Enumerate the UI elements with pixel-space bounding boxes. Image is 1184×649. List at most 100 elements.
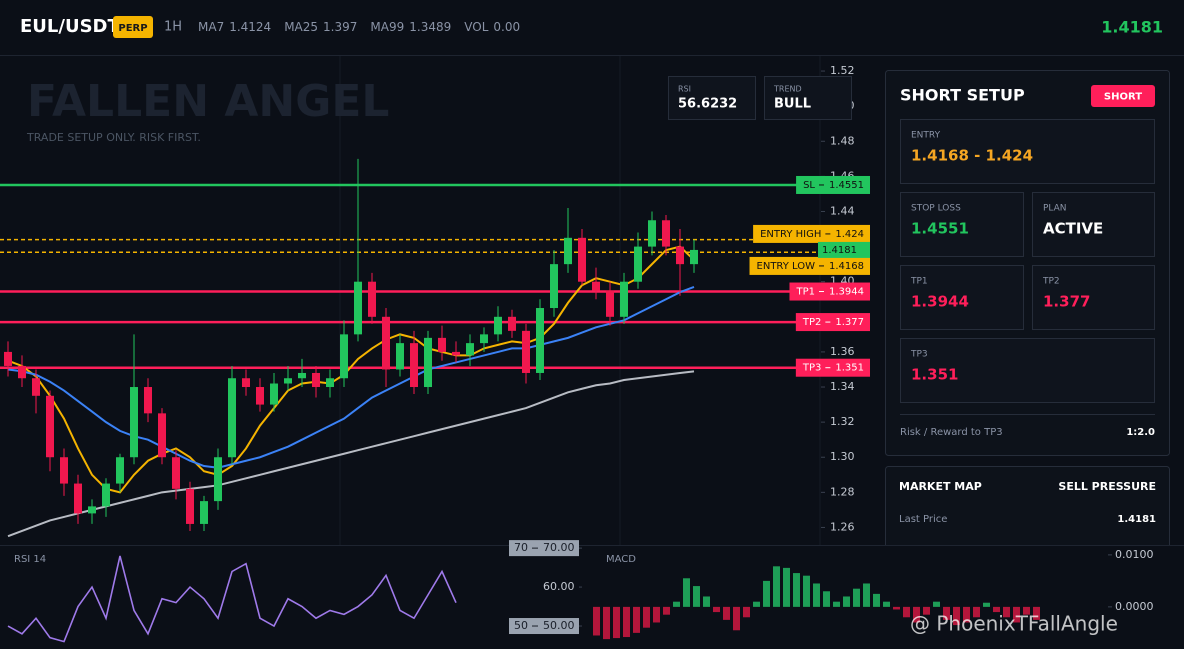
candle-body xyxy=(214,457,222,502)
macd-bar xyxy=(833,601,840,607)
macd-bar xyxy=(863,583,870,607)
candle-body xyxy=(550,264,558,309)
level-value: 1.351 xyxy=(835,363,864,374)
candle-body xyxy=(186,488,194,524)
candle-body xyxy=(382,316,390,370)
macd-bar xyxy=(823,591,830,607)
macd-bar xyxy=(1013,606,1020,623)
card-label: STOP LOSS xyxy=(911,204,961,214)
candle-body xyxy=(662,220,670,247)
badge: PERP xyxy=(118,23,147,34)
candle-body xyxy=(116,457,124,484)
candle-body xyxy=(130,387,138,458)
level-name: ENTRY HIGH xyxy=(760,229,821,240)
candle-body xyxy=(102,483,110,507)
card-label: TP3 xyxy=(910,350,928,360)
card-value: 1.4168 - 1.424 xyxy=(911,147,1033,165)
level-value: 1.3944 xyxy=(829,287,864,298)
indicator: VOL 0.00 xyxy=(464,20,520,34)
macd-bar xyxy=(613,606,620,639)
rr-value: 1:2.0 xyxy=(1126,427,1155,438)
rsi-title: RSI 14 xyxy=(14,554,46,565)
level-name: SL xyxy=(803,180,815,191)
macd-bar xyxy=(853,588,860,607)
macd-bar xyxy=(1023,606,1030,615)
y-tick-label: 0.0000 xyxy=(1115,600,1154,613)
candle-body xyxy=(466,343,474,356)
sl-card xyxy=(900,192,1024,257)
candle-body xyxy=(410,343,418,388)
y-tick-label: 1.52 xyxy=(830,64,855,77)
candle-body xyxy=(494,316,502,335)
level-name: ENTRY LOW xyxy=(757,261,816,272)
card-label: PLAN xyxy=(1043,204,1067,214)
y-tick-label: 0.0100 xyxy=(1115,548,1154,561)
macd-bar xyxy=(713,606,720,613)
y-tick-label: 1.48 xyxy=(830,134,855,147)
macd-bar xyxy=(663,606,670,615)
candle-body xyxy=(424,337,432,388)
candle-body xyxy=(606,290,614,317)
macd-bar xyxy=(623,606,630,638)
level-box xyxy=(509,618,579,635)
interval: 1H xyxy=(164,20,182,35)
macd-bar xyxy=(963,606,970,623)
macd-bar xyxy=(793,573,800,607)
candle-body xyxy=(228,378,236,458)
card-label: TP2 xyxy=(1042,277,1060,287)
macd-bar xyxy=(883,601,890,607)
macd-bar xyxy=(603,606,610,640)
price-tag xyxy=(818,241,870,258)
macd-bar xyxy=(783,567,790,607)
macd-bar xyxy=(923,606,930,615)
level-value: 1.377 xyxy=(835,317,864,328)
macd-bar xyxy=(773,566,780,607)
candle-body xyxy=(508,316,516,331)
level-value: 1.424 xyxy=(835,229,864,240)
candle-body xyxy=(452,351,460,356)
candle-body xyxy=(690,249,698,265)
candle-body xyxy=(158,413,166,458)
candle-body xyxy=(74,483,82,514)
macd-bar xyxy=(703,596,710,607)
candle-body xyxy=(438,337,446,352)
ma-line xyxy=(7,245,695,494)
market-label: Last Price xyxy=(899,514,947,525)
candle-body xyxy=(522,330,530,373)
lower-bg xyxy=(0,545,1184,649)
macd-bar xyxy=(843,596,850,607)
candle-body xyxy=(18,365,26,379)
y-tick-label: 1.26 xyxy=(830,520,855,533)
macd-bar xyxy=(1033,606,1040,620)
badge-bg xyxy=(113,16,153,38)
candle-body xyxy=(4,351,12,366)
level-box xyxy=(509,540,579,557)
indicator: MA7 1.4124 xyxy=(198,20,271,34)
candle-body xyxy=(326,378,334,388)
level-name: TP3 xyxy=(802,363,822,374)
level-value: 1.4168 xyxy=(829,261,864,272)
y-tick-label: 1.36 xyxy=(830,345,855,358)
plan-card xyxy=(1032,192,1155,257)
candle-body xyxy=(480,334,488,344)
price-chart xyxy=(0,158,822,538)
y-tick-label: 1.30 xyxy=(830,450,855,463)
candle-body xyxy=(676,246,684,265)
macd-bar xyxy=(673,601,680,607)
tp-card xyxy=(900,338,1155,403)
macd-bar xyxy=(593,606,600,636)
candle-body xyxy=(620,281,628,317)
candle-body xyxy=(340,334,348,379)
macd-bar xyxy=(743,606,750,618)
level-tag xyxy=(796,175,870,194)
candle-body xyxy=(396,343,404,370)
indicator: MA99 1.3489 xyxy=(370,20,451,34)
indicator-name: MA7 xyxy=(198,20,224,34)
level-tag xyxy=(795,358,870,377)
macd-bar xyxy=(753,601,760,607)
y-tick-label: 70.00 xyxy=(543,541,575,554)
candle-body xyxy=(144,387,152,414)
card-value: 1.4551 xyxy=(911,220,969,238)
indicator: MA25 1.397 xyxy=(284,20,357,34)
